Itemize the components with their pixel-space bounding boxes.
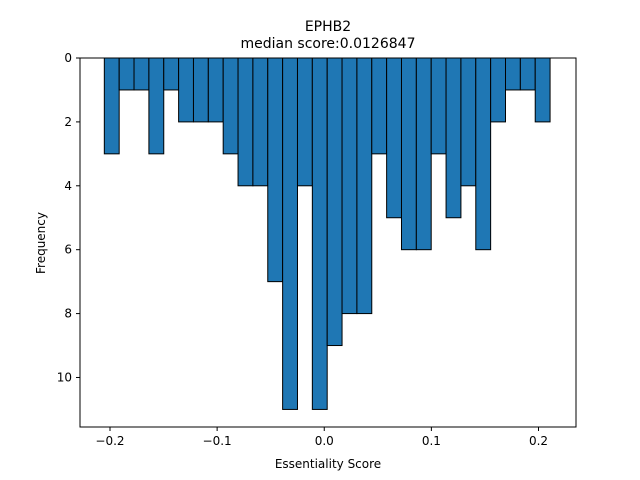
- histogram-bar: [326, 57, 343, 347]
- x-tick-label: 0.1: [422, 434, 441, 448]
- chart-title: EPHB2: [305, 19, 351, 35]
- histogram-bar: [430, 57, 447, 155]
- histogram-bar: [282, 57, 298, 410]
- histogram-bar: [252, 57, 269, 187]
- y-tick-label: 0: [64, 51, 72, 65]
- histogram-bar: [296, 57, 313, 187]
- y-tick-label: 4: [64, 179, 72, 193]
- y-tick-label: 10: [57, 370, 72, 384]
- histogram-bar: [222, 57, 239, 155]
- histogram-bar: [475, 57, 492, 251]
- histogram-bar: [400, 57, 417, 251]
- x-tick-label: −0.2: [95, 434, 124, 448]
- histogram-bar: [207, 57, 224, 123]
- y-axis-label: Frequency: [34, 212, 48, 274]
- x-tick-label: 0.0: [315, 434, 334, 448]
- histogram-bar: [118, 57, 135, 91]
- histogram-bar: [519, 57, 536, 91]
- plot-frame: [79, 57, 577, 428]
- histogram-bar: [311, 57, 328, 410]
- histogram-bar: [267, 57, 284, 283]
- x-axis-ticks: −0.2 −0.1 0.0 0.1 0.2: [95, 427, 548, 448]
- chart-subtitle: median score:0.0126847: [241, 36, 416, 52]
- histogram-bar: [103, 57, 120, 155]
- histogram-bar: [534, 57, 551, 123]
- histogram-bar: [192, 57, 209, 123]
- histogram-bar: [237, 57, 254, 187]
- histogram-bar: [178, 57, 194, 123]
- histogram-bar: [460, 57, 477, 187]
- histogram-bar: [386, 57, 402, 219]
- histogram-bar: [445, 57, 462, 219]
- histogram-bar: [490, 57, 506, 123]
- bars-group: [103, 57, 551, 410]
- histogram-bar: [415, 57, 432, 251]
- histogram-bar: [163, 57, 180, 91]
- y-tick-label: 6: [64, 243, 72, 257]
- histogram-bar: [133, 57, 150, 91]
- histogram-bar: [356, 57, 373, 315]
- x-axis-label: Essentiality Score: [275, 457, 381, 471]
- histogram-bar: [341, 57, 358, 315]
- y-tick-label: 8: [64, 307, 72, 321]
- histogram-bar: [148, 57, 165, 155]
- y-axis-ticks: 0 2 4 6 8 10: [57, 51, 80, 384]
- x-tick-label: −0.1: [203, 434, 232, 448]
- x-tick-label: 0.2: [529, 434, 548, 448]
- histogram-bar: [504, 57, 521, 91]
- y-tick-label: 2: [64, 115, 72, 129]
- histogram-bar: [371, 57, 388, 155]
